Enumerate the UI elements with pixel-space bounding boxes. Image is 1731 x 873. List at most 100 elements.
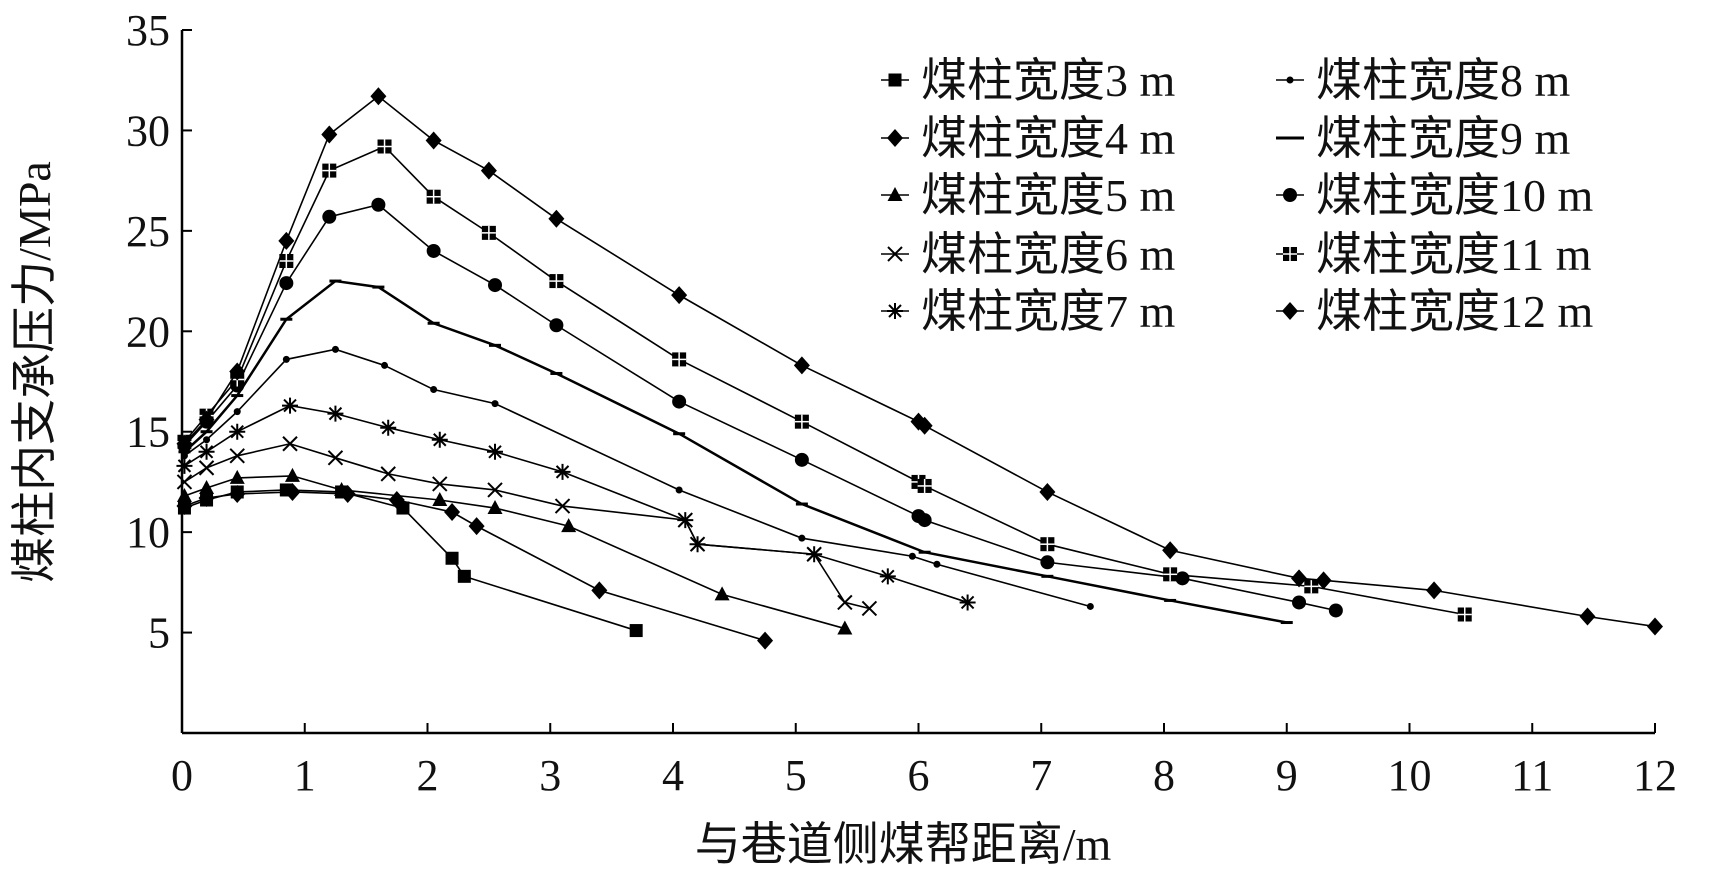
- data-point: [444, 503, 461, 522]
- data-point: [282, 436, 298, 452]
- data-point: [1175, 571, 1190, 586]
- data-point: [933, 560, 941, 568]
- data-point: [431, 431, 448, 448]
- legend-label: 煤柱宽度8 m: [1316, 55, 1571, 106]
- data-point: [229, 469, 245, 484]
- data-point: [426, 189, 441, 204]
- data-point: [176, 457, 193, 474]
- series-6: [180, 345, 1094, 610]
- legend-marker: [887, 187, 903, 201]
- data-point: [445, 551, 459, 565]
- legend-label: 煤柱宽度10 m: [1316, 170, 1594, 221]
- data-point: [806, 546, 823, 563]
- data-point: [1039, 482, 1056, 501]
- data-point: [284, 467, 300, 482]
- data-point: [1647, 617, 1663, 636]
- data-point: [908, 552, 916, 560]
- data-point: [837, 594, 853, 611]
- y-tick-label: 10: [126, 508, 170, 557]
- data-point: [176, 434, 193, 453]
- data-point: [380, 466, 396, 482]
- data-point: [487, 482, 503, 498]
- data-point: [1304, 579, 1319, 594]
- data-point: [180, 452, 188, 460]
- data-point: [672, 394, 687, 409]
- legend-item: 煤柱宽度4 m: [881, 113, 1176, 164]
- data-point: [229, 448, 245, 464]
- legend-label: 煤柱宽度3 m: [921, 55, 1176, 106]
- data-point: [917, 478, 932, 493]
- data-point: [322, 209, 337, 224]
- data-point: [879, 568, 896, 585]
- data-point: [1292, 595, 1307, 610]
- data-point: [1315, 571, 1332, 590]
- data-point: [689, 536, 706, 553]
- data-point: [176, 474, 193, 490]
- legend-item: 煤柱宽度6 m: [881, 229, 1176, 280]
- data-point: [675, 486, 683, 494]
- data-point: [1579, 607, 1596, 626]
- data-point: [176, 487, 192, 502]
- y-axis-label: 煤柱内支承压力/MPa: [9, 161, 60, 583]
- legend-label: 煤柱宽度7 m: [921, 286, 1176, 337]
- data-point: [457, 569, 471, 583]
- data-point: [916, 416, 933, 435]
- y-tick-label: 5: [148, 609, 170, 658]
- data-point: [917, 513, 932, 528]
- x-tick-label: 2: [417, 751, 439, 800]
- series-7: [178, 279, 1293, 625]
- data-point: [282, 397, 299, 414]
- data-point: [430, 386, 438, 394]
- data-point: [1426, 581, 1443, 600]
- data-point: [198, 410, 215, 429]
- data-point: [233, 408, 241, 416]
- data-point: [798, 534, 806, 542]
- data-point: [548, 209, 565, 228]
- series-line: [183, 348, 1091, 608]
- legend-item: 煤柱宽度3 m: [881, 55, 1176, 106]
- series-line: [184, 475, 846, 630]
- data-point: [554, 498, 571, 514]
- data-point: [327, 450, 344, 466]
- legend-marker: [1283, 247, 1297, 261]
- data-point: [861, 600, 878, 617]
- data-point: [377, 139, 392, 154]
- x-tick-label: 8: [1153, 751, 1175, 800]
- data-point: [549, 318, 564, 333]
- legend-item: 煤柱宽度5 m: [881, 170, 1176, 221]
- data-point: [198, 460, 215, 476]
- data-point: [1163, 567, 1178, 582]
- series-5: [176, 397, 976, 611]
- data-point: [284, 482, 301, 501]
- legend-label: 煤柱宽度6 m: [921, 229, 1176, 280]
- legend-label: 煤柱宽度11 m: [1316, 229, 1592, 280]
- data-point: [371, 197, 386, 212]
- x-tick-label: 9: [1276, 751, 1298, 800]
- data-point: [480, 161, 497, 180]
- data-point: [794, 414, 809, 429]
- data-point: [714, 586, 730, 601]
- data-point: [1457, 607, 1472, 622]
- legend-item: 煤柱宽度8 m: [1276, 55, 1571, 106]
- data-point: [331, 345, 339, 353]
- legend-item: 煤柱宽度11 m: [1276, 229, 1592, 280]
- legend-item: 煤柱宽度12 m: [1276, 286, 1594, 337]
- legend-marker: [1282, 302, 1298, 320]
- legend-marker: [887, 303, 903, 319]
- x-tick-label: 7: [1030, 751, 1052, 800]
- data-point: [279, 253, 294, 268]
- data-point: [1040, 537, 1055, 552]
- data-point: [487, 500, 503, 515]
- data-point: [432, 492, 448, 507]
- data-point: [1291, 569, 1308, 588]
- data-point: [491, 400, 499, 408]
- data-point: [426, 243, 441, 258]
- data-point: [488, 278, 503, 293]
- data-point: [1040, 555, 1055, 570]
- data-point: [380, 419, 397, 436]
- x-tick-label: 3: [539, 751, 561, 800]
- series-10: [176, 87, 1663, 636]
- legend: 煤柱宽度3 m 煤柱宽度4 m 煤柱宽度5 m 煤柱宽度6 m 煤柱宽度7 m 煤柱宽度8…: [881, 55, 1594, 337]
